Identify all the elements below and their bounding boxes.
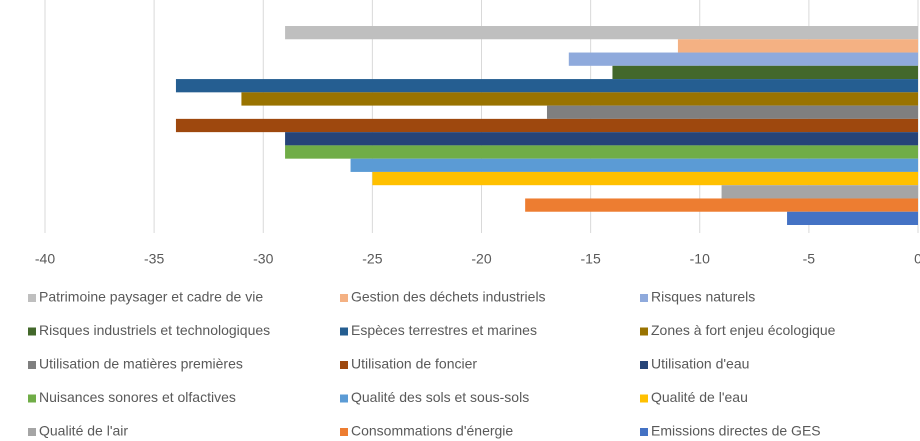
bar <box>175 79 918 93</box>
bar <box>285 26 918 40</box>
legend-swatch <box>340 394 348 403</box>
legend-swatch <box>28 361 36 369</box>
legend-swatch <box>340 428 348 436</box>
bar <box>372 171 918 186</box>
bar <box>241 92 919 106</box>
bar <box>787 211 918 225</box>
bar <box>721 185 918 199</box>
legend-label: Consommations d'énergie <box>351 423 513 439</box>
legend-label: Utilisation de matières premières <box>39 356 243 372</box>
bar <box>350 158 918 172</box>
x-tick-label: 0 <box>914 251 920 267</box>
bar <box>546 105 918 119</box>
legend-swatch <box>28 428 36 436</box>
legend-swatch <box>340 327 348 336</box>
legend-label: Emissions directes de GES <box>651 423 821 439</box>
legend-swatch <box>28 327 36 336</box>
legend-label: Utilisation de foncier <box>351 356 477 372</box>
bar <box>525 198 918 212</box>
legend-swatch <box>640 294 648 302</box>
legend-swatch <box>640 327 648 336</box>
legend-label: Utilisation d'eau <box>651 356 749 372</box>
legend-swatch <box>640 361 648 369</box>
legend-swatch <box>340 294 348 302</box>
x-tick-label: -30 <box>253 251 273 267</box>
legend-label: Risques naturels <box>651 289 755 305</box>
x-tick-label: -10 <box>690 251 710 267</box>
legend-label: Gestion des déchets industriels <box>351 289 546 305</box>
legend-swatch <box>28 394 36 403</box>
legend-label: Patrimoine paysager et cadre de vie <box>39 289 263 305</box>
bar <box>677 39 918 53</box>
bar <box>568 52 918 66</box>
legend-label: Espèces terrestres et marines <box>351 322 537 338</box>
legend-label: Qualité de l'air <box>39 423 128 439</box>
x-tick-label: -15 <box>581 251 601 267</box>
legend-label: Nuisances sonores et olfactives <box>39 389 236 405</box>
x-tick-label: -20 <box>471 251 491 267</box>
x-tick-label: -35 <box>144 251 164 267</box>
legend-swatch <box>28 294 36 302</box>
legend-swatch <box>640 394 648 403</box>
bar <box>285 132 918 146</box>
x-tick-label: -5 <box>803 251 816 267</box>
legend-swatch <box>340 361 348 369</box>
legend-label: Risques industriels et technologiques <box>39 322 270 338</box>
x-tick-label: -40 <box>35 251 55 267</box>
x-tick-label: -25 <box>362 251 382 267</box>
bar <box>175 118 918 133</box>
legend-label: Qualité des sols et sous-sols <box>351 389 529 405</box>
legend-swatch <box>640 428 648 436</box>
bar <box>285 145 918 159</box>
bar <box>612 65 918 80</box>
legend-label: Qualité de l'eau <box>651 389 748 405</box>
legend-label: Zones à fort enjeu écologique <box>651 322 836 338</box>
